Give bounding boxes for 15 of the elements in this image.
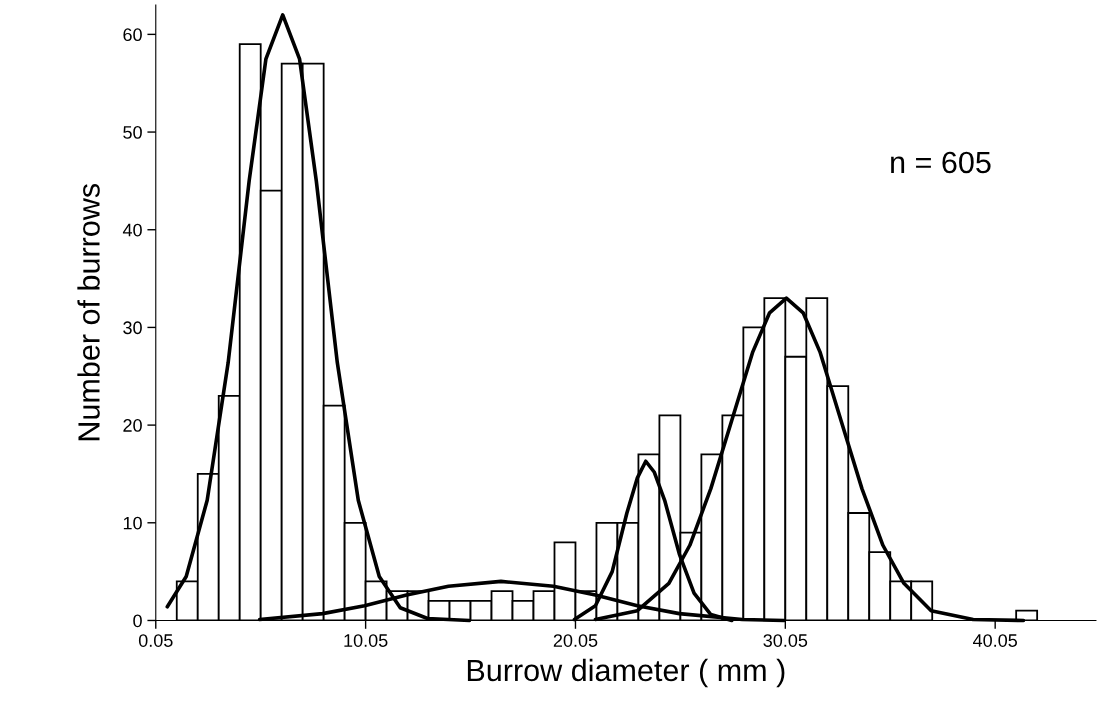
y-tick-label: 60 [123, 28, 142, 42]
y-tick-label: 10 [123, 516, 142, 530]
y-tick-label: 40 [122, 223, 142, 237]
y-tick-label: 50 [123, 125, 142, 139]
x-tick-label: 0.05 [138, 634, 173, 647]
y-axis-title: Number of burrows [77, 183, 100, 441]
x-axis-title: Burrow diameter ( mm ) [467, 658, 785, 688]
x-tick-label: 30.05 [763, 634, 808, 647]
y-tick-label: 30 [123, 321, 142, 335]
y-tick-label: 0 [133, 614, 142, 628]
x-tick-label: 40.05 [973, 634, 1018, 647]
annotation: n = 605 [891, 151, 991, 174]
x-tick-label: 20.05 [553, 634, 598, 647]
x-tick-label: 10.05 [344, 634, 388, 647]
y-tick-label: 20 [123, 419, 142, 432]
